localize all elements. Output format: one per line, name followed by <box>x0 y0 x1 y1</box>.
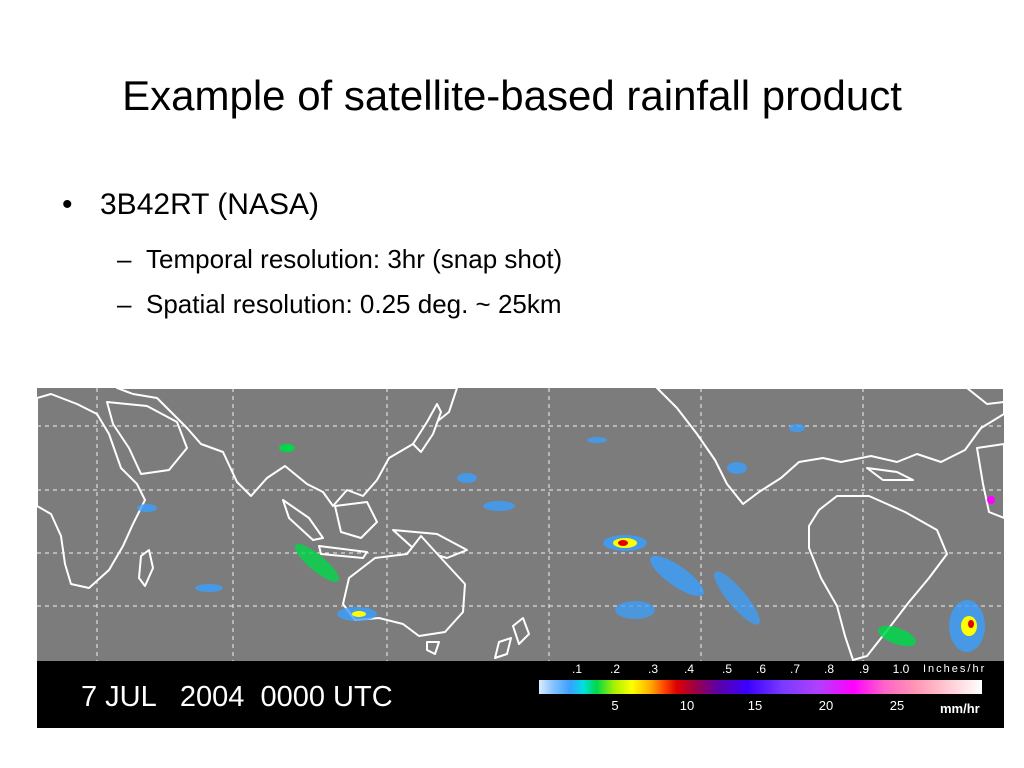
landmass-new-zealand <box>494 617 530 659</box>
landmass-greenland <box>966 388 1004 405</box>
landmass-java <box>318 545 368 559</box>
legend-inch-tick: .3 <box>647 662 659 676</box>
landmass-south-america <box>808 495 948 661</box>
map-timestamp: 7 JUL 2004 0000 UTC <box>81 681 393 713</box>
sub-bullet-text: Temporal resolution: 3hr (snap shot) <box>146 244 563 274</box>
landmass-japan <box>412 403 442 453</box>
landmass-west-africa-edge <box>976 443 1004 519</box>
legend-mm-unit: mm/hr <box>940 701 980 716</box>
sub-bullet-mark: – <box>117 289 132 319</box>
landmass-borneo <box>334 501 378 539</box>
sub-bullet-text: Spatial resolution: 0.25 deg. ~ 25km <box>146 289 562 319</box>
landmass-arabia <box>106 401 188 475</box>
map-caption-bar: 7 JUL 2004 0000 UTC .1 .2 .3 .4 .5 .6 .7… <box>37 661 1004 728</box>
legend-inch-tick: .7 <box>789 662 801 676</box>
landmass-sumatra <box>282 499 324 541</box>
landmasses <box>37 388 1004 661</box>
legend-inch-tick: .1 <box>571 662 583 676</box>
bullet-mark: • <box>62 188 73 221</box>
landmass-tasmania <box>426 641 440 655</box>
bullet-list: • 3B42RT (NASA) – Temporal resolution: 3… <box>62 188 562 320</box>
sub-bullet-temporal: – Temporal resolution: 3hr (snap shot) <box>117 244 562 275</box>
legend-inch-tick: .6 <box>755 662 767 676</box>
slide-title: Example of satellite-based rainfall prod… <box>122 72 902 119</box>
bullet-text: 3B42RT (NASA) <box>100 188 319 221</box>
bullet-item: • 3B42RT (NASA) <box>62 188 562 222</box>
sub-bullet-mark: – <box>117 244 132 274</box>
sub-bullet-spatial: – Spatial resolution: 0.25 deg. ~ 25km <box>117 289 562 320</box>
legend-inch-tick: .4 <box>683 662 695 676</box>
rainfall-patches <box>137 424 995 652</box>
legend-inch-tick: .2 <box>609 662 621 676</box>
landmass-cuba <box>866 467 914 481</box>
legend-mm-tick: 20 <box>818 698 834 713</box>
legend-inch-tick: .9 <box>858 662 870 676</box>
rainfall-map-figure: 7 JUL 2004 0000 UTC .1 .2 .3 .4 .5 .6 .7… <box>37 388 1004 728</box>
legend-mm-tick: 10 <box>679 698 695 713</box>
rainfall-color-scale <box>539 680 982 694</box>
legend-inch-unit: Inches/hr <box>923 663 987 675</box>
lat-lon-gridlines <box>37 388 1004 661</box>
legend-inch-tick: .8 <box>823 662 835 676</box>
landmass-madagascar <box>138 549 154 587</box>
legend-inch-tick: .5 <box>721 662 733 676</box>
landmass-africa <box>37 393 146 589</box>
legend-mm-tick: 25 <box>889 698 905 713</box>
landmass-new-guinea <box>392 529 468 559</box>
map-graphic <box>37 388 1004 661</box>
landmass-north-america <box>656 388 1004 505</box>
legend-mm-tick: 15 <box>747 698 763 713</box>
legend-inch-tick: 1.0 <box>892 662 910 676</box>
world-rainfall-map <box>37 388 1004 661</box>
legend-mm-tick: 5 <box>611 698 619 713</box>
